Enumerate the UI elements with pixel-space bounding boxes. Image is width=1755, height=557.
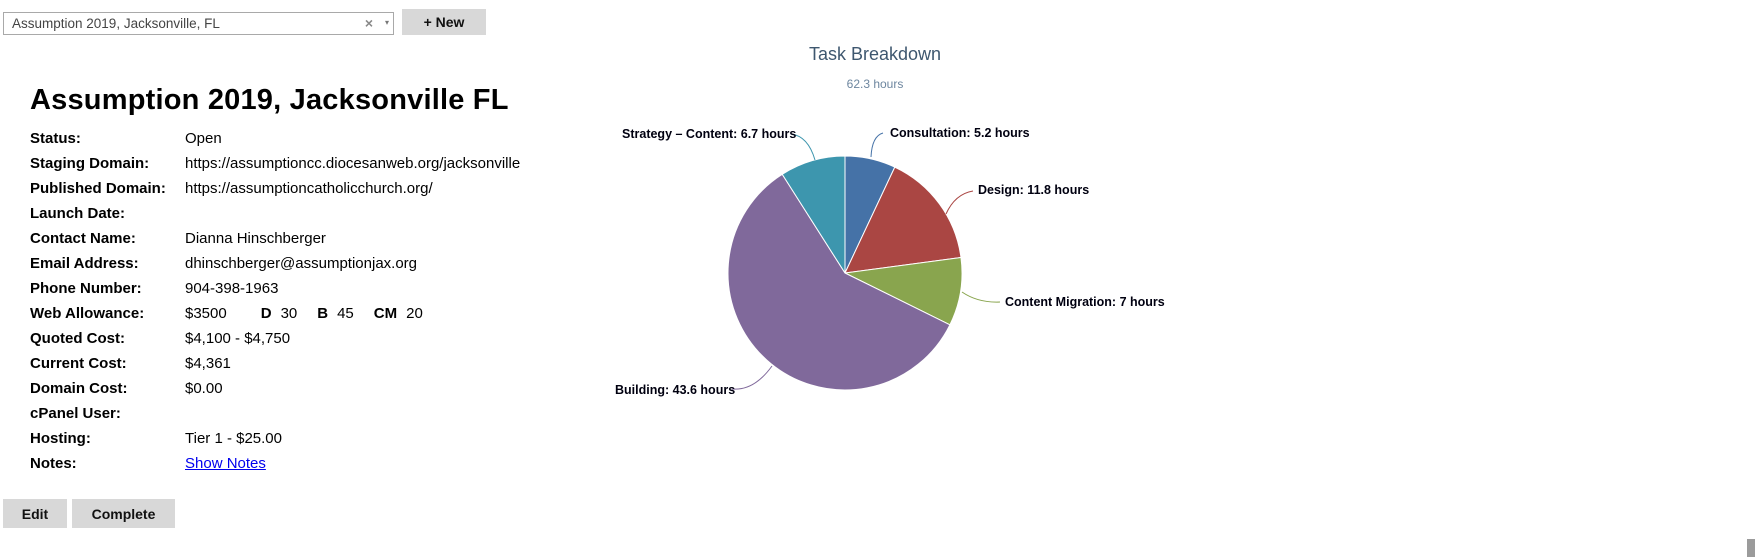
field-row: Email Address: dhinschberger@assumptionja… [30, 251, 650, 276]
pie-slice-label: Building: 43.6 hours [615, 383, 736, 397]
pie-label-connector [731, 365, 773, 390]
allowance-key: B [317, 305, 329, 322]
pie-label-connector [961, 291, 1001, 303]
allowance-key: D [260, 305, 272, 322]
field-label: cPanel User: [30, 405, 121, 422]
field-label: Email Address: [30, 255, 139, 272]
pie-label-connector [870, 132, 884, 158]
field-value: $0.00 [185, 380, 223, 397]
field-label: Contact Name: [30, 230, 136, 247]
field-value: $4,361 [185, 355, 231, 372]
pie-slice-design[interactable] [844, 166, 962, 274]
field-label: Published Domain: [30, 180, 166, 197]
web-allowance-breakdown: D 30 B 45 CM 20 [261, 305, 423, 322]
chart-subtitle: 62.3 hours [846, 77, 904, 91]
pie-slice-label: Design: 11.8 hours [978, 183, 1090, 197]
field-row: Web Allowance: $3500 D 30 B 45 CM 20 [30, 301, 650, 326]
show-notes-link[interactable]: Show Notes [185, 455, 266, 472]
project-details: Status: Open Staging Domain: https://assump… [30, 126, 650, 476]
field-label: Web Allowance: [30, 305, 145, 322]
field-value: dhinschberger@assumptionjax.org [185, 255, 418, 272]
allowance-key: CM [373, 305, 398, 322]
field-row: Staging Domain: https://assumptioncc.dioc… [30, 151, 650, 176]
field-label: Quoted Cost: [30, 330, 125, 347]
pie-label-connector [790, 133, 816, 161]
allowance-value: 20 [406, 305, 423, 322]
pie-slice-building[interactable] [727, 173, 951, 391]
field-value: Tier 1 - $25.00 [185, 430, 282, 447]
scrollbar-thumb[interactable] [1747, 539, 1755, 557]
field-row: Notes: Show Notes [30, 451, 650, 476]
page-title: Assumption 2019, Jacksonville FL [30, 84, 509, 116]
field-value: 904-398-1963 [185, 280, 279, 297]
field-label: Phone Number: [30, 280, 142, 297]
field-row: cPanel User: [30, 401, 650, 426]
field-label: Staging Domain: [30, 155, 150, 172]
pie-slice-label: Strategy – Content: 6.7 hours [622, 127, 797, 141]
field-label: Domain Cost: [30, 380, 128, 397]
field-row: Phone Number: 904-398-1963 [30, 276, 650, 301]
chart-title: Task Breakdown [808, 44, 942, 64]
complete-button[interactable]: Complete [72, 499, 175, 528]
field-value: https://assumptioncatholicchurch.org/ [185, 180, 433, 197]
field-row: Launch Date: [30, 201, 650, 226]
field-label: Current Cost: [30, 355, 127, 372]
project-select[interactable]: Assumption 2019, Jacksonville, FL × ▾ [3, 12, 394, 35]
field-label: Status: [30, 130, 81, 147]
field-row: Status: Open [30, 126, 650, 151]
edit-button[interactable]: Edit [3, 499, 67, 528]
field-value: Open [185, 130, 222, 147]
chevron-down-icon[interactable]: ▾ [384, 18, 389, 27]
pie-chart [727, 132, 1001, 391]
field-row: Quoted Cost: $4,100 - $4,750 [30, 326, 650, 351]
project-select-value: Assumption 2019, Jacksonville, FL [12, 16, 220, 31]
field-value: https://assumptioncc.diocesanweb.org/jac… [185, 155, 521, 172]
clear-icon[interactable]: × [364, 15, 373, 31]
pie-label-connector [945, 190, 974, 215]
pie-slice-strategy-content[interactable] [781, 155, 846, 274]
new-button[interactable]: + New [402, 9, 486, 35]
field-row: Published Domain: https://assumptioncatho… [30, 176, 650, 201]
field-row: Contact Name: Dianna Hinschberger [30, 226, 650, 251]
field-label: Hosting: [30, 430, 91, 447]
field-value: $3500 [185, 305, 227, 322]
field-label: Notes: [30, 455, 77, 472]
pie-slice-label: Content Migration: 7 hours [1005, 295, 1165, 309]
field-row: Hosting: Tier 1 - $25.00 [30, 426, 650, 451]
task-breakdown-chart: Task Breakdown 62.3 hours Consultation: … [545, 35, 1205, 415]
field-value: $4,100 - $4,750 [185, 330, 291, 347]
allowance-value: 45 [337, 305, 354, 322]
pie-slice-label: Consultation: 5.2 hours [890, 126, 1030, 140]
field-label: Launch Date: [30, 205, 126, 222]
field-value: Dianna Hinschberger [185, 230, 326, 247]
field-row: Domain Cost: $0.00 [30, 376, 650, 401]
allowance-value: 30 [280, 305, 298, 322]
field-row: Current Cost: $4,361 [30, 351, 650, 376]
